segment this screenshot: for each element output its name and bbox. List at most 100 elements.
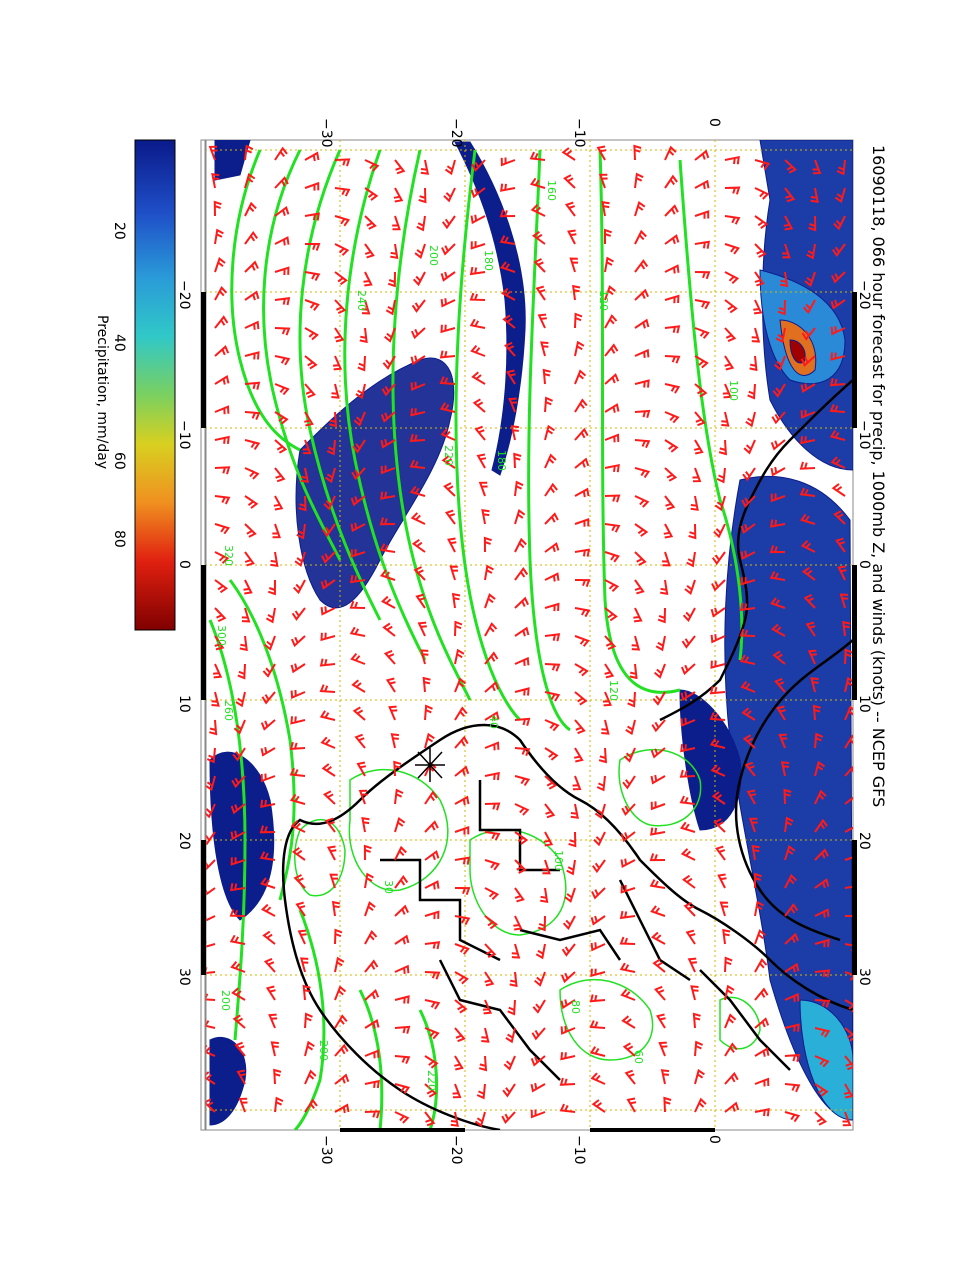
wind-barb bbox=[484, 564, 494, 581]
wind-barbs bbox=[205, 144, 853, 1128]
wind-barb bbox=[604, 463, 620, 473]
wind-barb bbox=[232, 1014, 246, 1029]
wind-barb bbox=[694, 439, 704, 455]
wind-barb bbox=[784, 903, 799, 917]
wind-barb bbox=[298, 495, 307, 512]
colorbar-tick-label: 80 bbox=[111, 530, 127, 548]
wind-barb bbox=[514, 566, 529, 581]
wind-barb bbox=[569, 257, 579, 273]
wind-barb bbox=[334, 928, 343, 945]
wind-barb bbox=[844, 796, 853, 805]
wind-barb bbox=[574, 548, 591, 557]
wind-barb bbox=[784, 1111, 801, 1123]
wind-barb bbox=[409, 459, 426, 469]
wind-barb bbox=[234, 1041, 246, 1057]
wind-barb bbox=[566, 859, 576, 876]
colorbar bbox=[134, 139, 176, 631]
lat-lon-grid bbox=[205, 140, 853, 1130]
wind-barb bbox=[531, 230, 546, 245]
wind-barb bbox=[500, 287, 516, 301]
contour-labels: 160 180 200 120 100 220 240 320 300 260 … bbox=[215, 180, 740, 1091]
wind-barb bbox=[560, 1025, 576, 1035]
wind-barb bbox=[544, 663, 561, 672]
wind-barb bbox=[680, 691, 696, 702]
wind-barb bbox=[290, 635, 306, 648]
contour-label: 120 bbox=[597, 290, 610, 311]
wind-barb bbox=[235, 691, 246, 708]
wind-barb bbox=[844, 971, 853, 982]
wind-barb bbox=[812, 704, 821, 721]
wind-barb bbox=[650, 905, 666, 917]
top-tick-label: 0 bbox=[706, 118, 722, 127]
wind-barb bbox=[694, 299, 711, 310]
wind-barb bbox=[694, 149, 710, 161]
wind-barb bbox=[664, 439, 679, 453]
wind-barb bbox=[717, 873, 727, 889]
wind-barb bbox=[621, 1015, 636, 1029]
wind-barb bbox=[214, 551, 230, 564]
wind-barb bbox=[355, 383, 366, 400]
wind-barb bbox=[289, 741, 306, 750]
wind-barb bbox=[844, 1027, 853, 1042]
wind-barb bbox=[454, 971, 469, 985]
wind-barb bbox=[364, 1049, 380, 1059]
wind-barb bbox=[769, 545, 786, 554]
wind-barb bbox=[384, 327, 396, 343]
wind-barb bbox=[814, 878, 830, 889]
wind-barb bbox=[837, 565, 847, 581]
wind-barb bbox=[444, 509, 456, 525]
wind-barb bbox=[540, 341, 549, 357]
wind-barb bbox=[205, 1071, 216, 1085]
wind-barb bbox=[633, 144, 642, 161]
wind-barb bbox=[229, 883, 246, 892]
wind-barb bbox=[574, 663, 589, 677]
wind-barb bbox=[513, 452, 522, 469]
wind-barb bbox=[484, 971, 495, 987]
wind-barb bbox=[621, 803, 636, 817]
wind-barb bbox=[262, 930, 276, 945]
wind-barb bbox=[354, 733, 366, 749]
wind-barb bbox=[244, 439, 261, 450]
wind-barb bbox=[843, 1083, 853, 1099]
wind-barb bbox=[443, 482, 456, 497]
wind-barb bbox=[754, 215, 769, 230]
wind-barb bbox=[774, 677, 786, 693]
wind-barb bbox=[574, 579, 591, 588]
wind-barb bbox=[741, 707, 756, 721]
wind-barb bbox=[454, 887, 471, 896]
wind-barb bbox=[650, 931, 666, 945]
wind-barb bbox=[484, 622, 498, 637]
wind-barb bbox=[559, 1103, 576, 1113]
wind-barb bbox=[304, 299, 320, 311]
wind-barb bbox=[349, 600, 366, 609]
wind-barb bbox=[424, 1055, 439, 1069]
wind-barb bbox=[783, 788, 792, 805]
wind-barb bbox=[722, 383, 732, 399]
wind-barb bbox=[304, 1040, 315, 1057]
wind-barb bbox=[263, 957, 276, 973]
wind-barb bbox=[660, 1069, 670, 1085]
right-tick-label: 10 bbox=[856, 695, 872, 713]
wind-barb bbox=[205, 775, 216, 792]
wind-barb bbox=[474, 425, 486, 441]
wind-barb bbox=[664, 174, 678, 189]
wind-barb bbox=[412, 271, 426, 287]
wind-barb bbox=[683, 901, 696, 917]
wind-barb bbox=[754, 872, 763, 889]
wind-barb bbox=[214, 495, 231, 505]
wind-barb bbox=[499, 209, 516, 218]
wind-barb bbox=[742, 467, 756, 482]
wind-barb bbox=[684, 579, 696, 595]
wind-barb bbox=[754, 1077, 770, 1087]
wind-barb bbox=[265, 985, 276, 1001]
wind-barb bbox=[440, 428, 456, 441]
wind-barb bbox=[814, 789, 827, 805]
wind-barb bbox=[334, 985, 347, 1001]
wind-barb bbox=[740, 680, 756, 693]
wind-barb bbox=[722, 928, 731, 945]
wind-barb bbox=[394, 874, 409, 889]
contour-label: 120 bbox=[607, 680, 620, 701]
wind-barb bbox=[289, 793, 306, 805]
wind-barb bbox=[260, 719, 276, 731]
wind-barb bbox=[769, 571, 786, 581]
